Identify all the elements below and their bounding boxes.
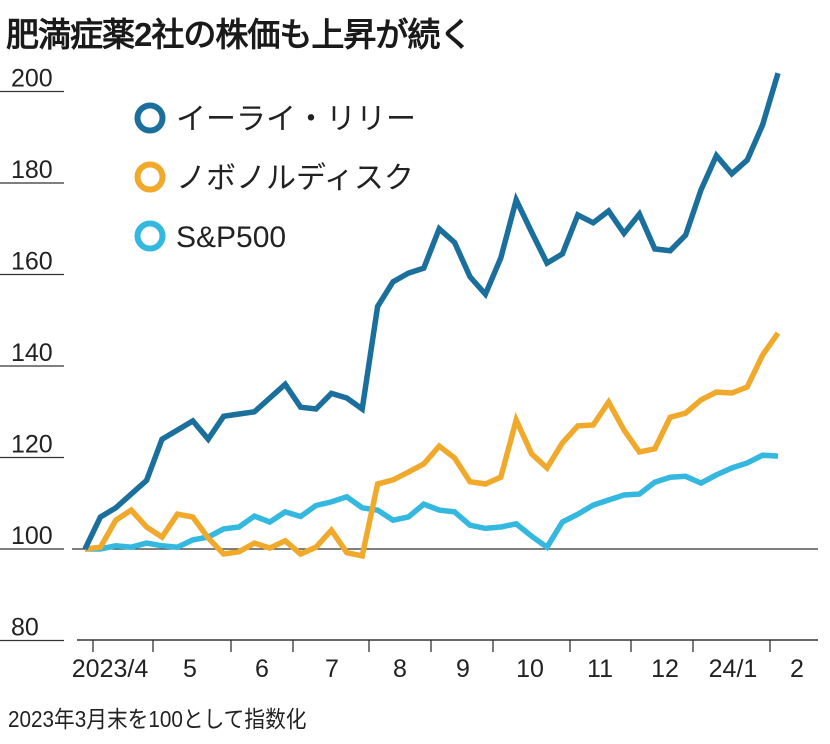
series-line — [82, 72, 781, 551]
y-tick-label: 200 — [11, 65, 53, 93]
x-tick-label: 7 — [325, 655, 339, 683]
y-tick-label: 120 — [11, 431, 53, 459]
y-tick-label: 80 — [11, 614, 39, 642]
y-tick-label: 160 — [11, 248, 53, 276]
chart-title: 肥満症薬2社の株価も上昇が続く — [6, 16, 472, 53]
y-tick-label: 180 — [11, 156, 53, 184]
chart-note: 2023年3月末を100として指数化 — [8, 706, 307, 732]
x-tick-label: 2 — [790, 655, 804, 683]
legend-marker-icon — [134, 161, 166, 193]
y-tick-label: 100 — [11, 522, 53, 550]
x-tick-label: 8 — [393, 655, 407, 683]
x-tick-label: 12 — [651, 655, 679, 683]
legend-marker-icon — [134, 220, 166, 252]
x-tick-label: 24/1 — [709, 655, 758, 683]
x-tick-label: 11 — [587, 655, 613, 683]
legend-label: イーライ・リリー — [176, 103, 416, 136]
x-tick-label: 10 — [516, 655, 544, 683]
legend-label: ノボノルディスク — [176, 162, 414, 195]
x-tick-label: 9 — [456, 655, 470, 683]
x-tick-label: 2023/4 — [72, 655, 149, 683]
legend-label: S&P500 — [176, 221, 286, 254]
y-tick-label: 140 — [11, 339, 53, 367]
x-tick-label: 6 — [255, 655, 269, 683]
series-line — [84, 331, 781, 560]
x-tick-label: 5 — [183, 655, 197, 683]
series-line — [85, 452, 779, 552]
legend-marker-icon — [134, 102, 166, 134]
